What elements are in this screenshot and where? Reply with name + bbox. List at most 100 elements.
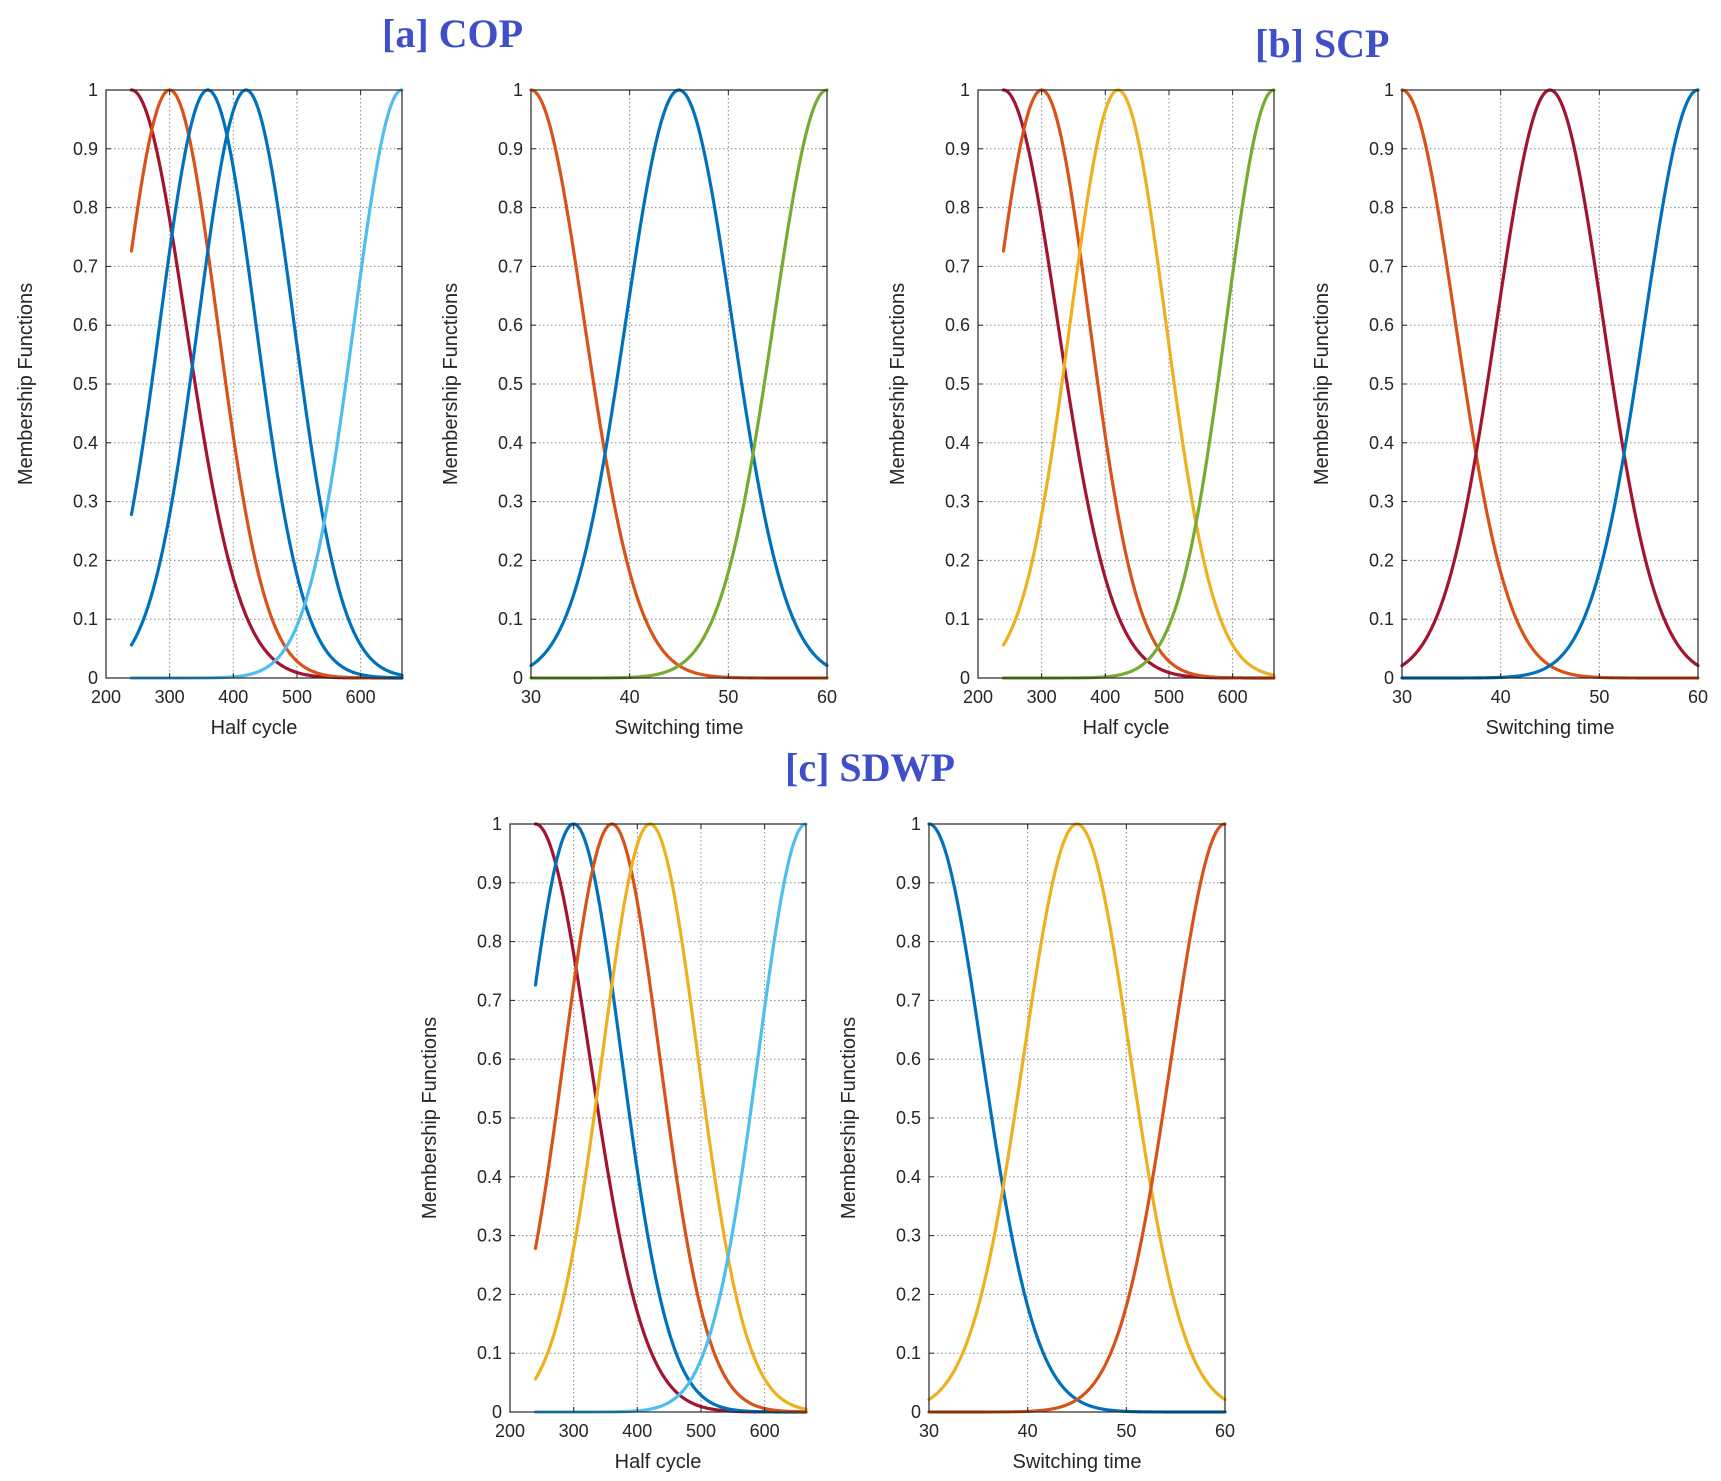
x-tick-label: 30 [521,687,541,707]
y-tick-label: 0.9 [945,139,970,159]
y-tick-label: 0.1 [945,609,970,629]
y-tick-label: 0.6 [73,315,98,335]
x-tick-label: 40 [1018,1421,1038,1441]
title-cop: [a] COP [382,11,524,56]
x-tick-label: 200 [91,687,121,707]
series-mf3-line [533,822,808,1414]
y-tick-label: 0.5 [73,374,98,394]
y-tick-label: 0.7 [896,990,921,1010]
chart-scp-switching-time: 0 0.1 0.2 0.3 0.4 0.5 0.6 0.7 0.8 0.9 1 30 40 50 60 Swi… [1311,80,1708,739]
x-axis-label: Half cycle [1083,717,1170,739]
y-tick-label: 0.3 [896,1226,921,1246]
x-tick-label: 600 [750,1421,780,1441]
title-scp: [b] SCP [1255,21,1390,66]
y-tick-label: 0.3 [1369,492,1394,512]
x-tick-label: 500 [282,687,312,707]
y-tick-label: 0 [492,1402,502,1422]
x-tick-label: 50 [718,687,738,707]
y-axis-label: Membership Functions [887,283,909,485]
y-tick-label: 0.4 [945,433,970,453]
y-tick-label: 0 [960,668,970,688]
y-tick-label: 0.1 [73,609,98,629]
y-tick-label: 0.6 [498,315,523,335]
y-tick-label: 0.4 [498,433,523,453]
x-tick-label: 500 [686,1421,716,1441]
y-tick-label: 0.2 [498,550,523,570]
y-tick-label: 0.4 [896,1167,921,1187]
y-axis-label: Membership Functions [419,1017,441,1219]
y-tick-label: 0.7 [498,256,523,276]
x-axis-label: Switching time [615,717,744,739]
y-tick-label: 0.9 [477,873,502,893]
y-tick-label: 0.6 [896,1049,921,1069]
y-tick-label: 0 [88,668,98,688]
x-tick-label: 60 [1688,687,1708,707]
y-tick-label: 0.9 [73,139,98,159]
y-tick-label: 0.8 [477,932,502,952]
y-tick-label: 0.5 [896,1108,921,1128]
y-tick-label: 1 [1384,80,1394,100]
x-axis-label: Switching time [1013,1451,1142,1473]
y-tick-label: 0.8 [498,198,523,218]
y-tick-label: 0.2 [73,550,98,570]
y-tick-label: 0.4 [1369,433,1394,453]
y-tick-label: 1 [492,814,502,834]
y-tick-label: 0.9 [498,139,523,159]
x-tick-label: 40 [1491,687,1511,707]
x-axis-label: Half cycle [211,717,298,739]
x-axis-label: Half cycle [615,1451,702,1473]
chart-cop-half-cycle: 0 0.1 0.2 0.3 0.4 0.5 0.6 0.7 0.8 0.9 1 200 300 400 50… [15,80,404,739]
y-tick-label: 0.8 [945,198,970,218]
title-sdwp: [c] SDWP [785,745,955,790]
x-tick-label: 30 [919,1421,939,1441]
y-axis-label: Membership Functions [838,1017,860,1219]
x-tick-label: 200 [963,687,993,707]
y-axis-label: Membership Functions [440,283,462,485]
x-tick-label: 40 [620,687,640,707]
y-tick-label: 0 [1384,668,1394,688]
y-tick-label: 0.1 [477,1343,502,1363]
y-tick-label: 1 [911,814,921,834]
y-tick-label: 0.2 [1369,550,1394,570]
x-tick-label: 300 [155,687,185,707]
x-tick-label: 60 [1215,1421,1235,1441]
x-tick-label: 50 [1116,1421,1136,1441]
y-tick-label: 0.6 [945,315,970,335]
series-mf4-line [129,88,404,677]
x-tick-label: 300 [559,1421,589,1441]
chart-sdwp-half-cycle: 0 0.1 0.2 0.3 0.4 0.5 0.6 0.7 0.8 0.9 1 200 300 400 50… [419,814,808,1473]
x-tick-label: 500 [1154,687,1184,707]
y-tick-label: 0.7 [73,256,98,276]
series-mf3-line [1001,88,1276,677]
chart-scp-half-cycle: 0 0.1 0.2 0.3 0.4 0.5 0.6 0.7 0.8 0.9 1 200 300 400 50… [887,80,1276,739]
y-tick-label: 0.3 [945,492,970,512]
y-tick-label: 0.1 [498,609,523,629]
y-tick-label: 0.1 [1369,609,1394,629]
y-tick-label: 0.5 [945,374,970,394]
y-tick-label: 0.3 [73,492,98,512]
y-tick-label: 0.7 [945,256,970,276]
y-tick-label: 0.2 [896,1284,921,1304]
y-tick-label: 0.5 [1369,374,1394,394]
y-tick-label: 0.7 [477,990,502,1010]
y-tick-label: 0.6 [477,1049,502,1069]
x-tick-label: 200 [495,1421,525,1441]
x-axis-label: Switching time [1486,717,1615,739]
x-tick-label: 50 [1589,687,1609,707]
y-tick-label: 0.5 [498,374,523,394]
series-mf4-line [533,822,808,1411]
y-tick-label: 0.3 [498,492,523,512]
y-tick-label: 0.4 [73,433,98,453]
x-tick-label: 400 [218,687,248,707]
y-tick-label: 0 [513,668,523,688]
y-tick-label: 0.2 [945,550,970,570]
x-tick-label: 600 [1218,687,1248,707]
y-tick-label: 0.2 [477,1284,502,1304]
x-tick-label: 60 [817,687,837,707]
y-tick-label: 0.7 [1369,256,1394,276]
x-tick-label: 300 [1027,687,1057,707]
chart-sdwp-switching-time: 0 0.1 0.2 0.3 0.4 0.5 0.6 0.7 0.8 0.9 1 30 40 50 60 Swi… [838,814,1235,1473]
x-tick-label: 600 [346,687,376,707]
y-tick-label: 0.8 [1369,198,1394,218]
y-tick-label: 0.9 [896,873,921,893]
